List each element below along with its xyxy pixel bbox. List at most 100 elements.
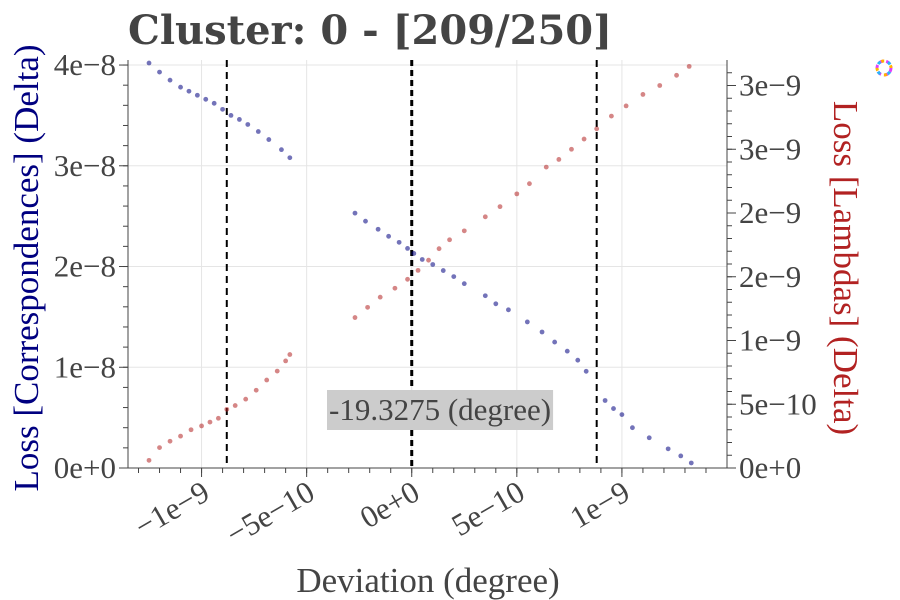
lambda-point: [594, 126, 600, 132]
lambda-point: [167, 438, 173, 444]
correspondence-point: [203, 96, 209, 102]
correspondence-point: [564, 348, 570, 354]
correspondence-point: [539, 329, 545, 335]
y-right-tick-label: 0e+0: [739, 450, 801, 485]
correspondence-point: [194, 92, 200, 98]
lambda-point: [283, 358, 289, 364]
lambda-point: [224, 406, 230, 412]
x-tick-label: 1e−9: [564, 474, 635, 535]
y-right-tick-label: 2e−9: [739, 195, 801, 230]
correspondence-point: [167, 77, 173, 83]
lambda-point: [426, 257, 431, 263]
correspondence-point: [611, 406, 616, 411]
correspondence-point: [451, 274, 457, 279]
correspondence-point: [266, 137, 272, 142]
correspondence-point: [363, 218, 368, 224]
lambda-point: [556, 157, 562, 162]
tick-labels: −1e−9 −5e−10 0e+0 5e−10 1e−9 0e+0 1e−8 2e−8 3e−8…: [54, 47, 817, 552]
y-left-tick-label: 4e−8: [54, 47, 116, 82]
lambda-point: [436, 246, 442, 252]
y-left-axis-title: Loss [Correspondences] (Delta): [7, 44, 46, 491]
correspondence-point: [386, 233, 392, 239]
lambda-point: [514, 191, 520, 197]
correspondence-point: [678, 453, 684, 459]
lambda-point: [569, 146, 574, 152]
y-right-axis-title: Loss [Lambdas] (Delta): [826, 101, 865, 435]
correspondence-point: [419, 257, 425, 262]
correspondence-point: [524, 319, 530, 325]
lambda-point: [609, 113, 614, 119]
y-left-tick-label: 2e−8: [54, 249, 116, 284]
correspondence-point: [157, 69, 162, 75]
chart-title: Cluster: 0 - [209/250]: [128, 7, 612, 54]
lambda-point: [447, 237, 452, 243]
correspondence-point: [211, 100, 217, 106]
lambda-point: [543, 164, 549, 170]
lambda-point: [640, 92, 646, 97]
lambda-point: [207, 419, 213, 425]
lambda-point: [415, 267, 421, 273]
x-tick-label: −5e−10: [220, 474, 320, 552]
correspondence-point: [255, 129, 261, 134]
lambda-point: [686, 63, 692, 69]
annotation-label: -19.3275 (degree): [329, 392, 551, 427]
lambda-point: [674, 72, 679, 78]
y-right-tick-label: 5e−10: [739, 386, 817, 421]
lambda-point: [365, 304, 370, 310]
correspondence-point: [602, 398, 608, 403]
lambda-point: [482, 214, 488, 220]
y-right-tick-label: 2e−9: [739, 259, 801, 294]
x-axis-title: Deviation (degree): [296, 561, 559, 600]
lambda-point: [497, 204, 503, 210]
lambda-point: [199, 423, 204, 429]
axes: [119, 60, 736, 477]
lambda-point: [146, 457, 152, 463]
plotly-logo-icon[interactable]: [875, 59, 893, 77]
correspondence-point: [146, 60, 152, 66]
correspondence-point: [405, 245, 410, 251]
correspondence-point: [352, 210, 358, 216]
correspondence-point: [619, 412, 625, 418]
annotation-background: [327, 390, 554, 430]
correspondence-point: [186, 88, 192, 94]
correspondence-point: [440, 268, 446, 273]
correspondence-point: [245, 122, 251, 127]
lambda-point: [657, 83, 663, 88]
correspondence-point: [375, 226, 381, 232]
lambda-point: [178, 433, 183, 439]
y-right-tick-label: 3e−9: [739, 131, 801, 166]
lambda-point: [253, 387, 259, 393]
lambda-point: [215, 415, 221, 421]
correspondence-point: [228, 113, 234, 118]
correspondence-point: [665, 446, 671, 452]
correspondence-point: [411, 251, 417, 256]
y-left-tick-label: 1e−8: [54, 349, 116, 384]
y-left-tick-label: 3e−8: [54, 148, 116, 183]
y-right-tick-label: 1e−9: [739, 323, 801, 358]
x-tick-label: −1e−9: [129, 474, 216, 544]
scatter-points: [146, 60, 694, 466]
correspondence-point: [552, 339, 558, 345]
annotation-box: -19.3275 (degree): [327, 390, 554, 430]
correspondence-point: [461, 281, 467, 287]
correspondence-point: [493, 301, 499, 307]
lambda-point: [232, 403, 238, 408]
lambda-point: [461, 228, 467, 234]
x-tick-label: 0e+0: [354, 474, 425, 535]
correspondence-point: [506, 307, 511, 313]
correspondence-point: [430, 262, 436, 267]
correspondence-point: [482, 293, 488, 299]
lambda-point: [188, 427, 194, 433]
lambda-point: [527, 181, 532, 187]
lambda-point: [405, 276, 410, 282]
correspondence-point: [178, 84, 183, 90]
x-tick-label: 5e−10: [445, 474, 530, 543]
lambda-point: [581, 136, 587, 142]
correspondence-point: [279, 147, 284, 153]
lambda-point: [264, 377, 270, 383]
lambda-point: [377, 294, 383, 300]
correspondence-point: [236, 117, 242, 122]
y-left-tick-label: 0e+0: [54, 450, 116, 485]
correspondence-point: [220, 106, 225, 112]
y-right-tick-label: 3e−9: [739, 68, 801, 103]
